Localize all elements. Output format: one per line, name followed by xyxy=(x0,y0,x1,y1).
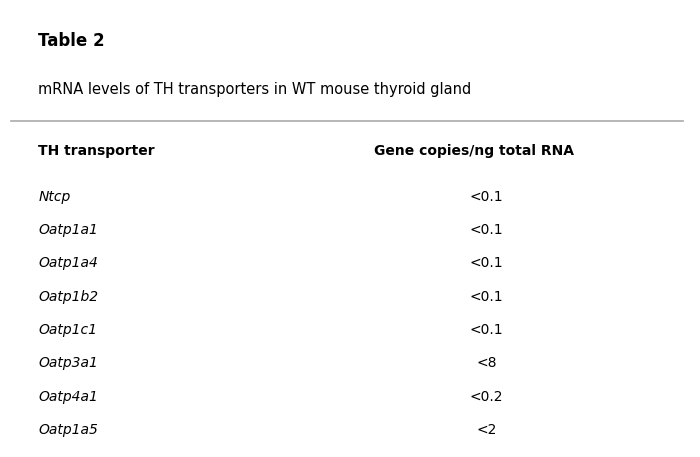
Text: Oatp1a1: Oatp1a1 xyxy=(38,223,99,237)
Text: mRNA levels of TH transporters in WT mouse thyroid gland: mRNA levels of TH transporters in WT mou… xyxy=(38,82,472,97)
Text: Oatp1a5: Oatp1a5 xyxy=(38,423,99,437)
Text: Oatp1a4: Oatp1a4 xyxy=(38,256,99,271)
Text: Ntcp: Ntcp xyxy=(38,190,71,204)
Text: Oatp3a1: Oatp3a1 xyxy=(38,356,99,371)
Text: Table 2: Table 2 xyxy=(38,32,105,50)
Text: <0.1: <0.1 xyxy=(470,256,503,271)
Text: <0.1: <0.1 xyxy=(470,290,503,304)
Text: Oatp1c1: Oatp1c1 xyxy=(38,323,97,337)
Text: <0.1: <0.1 xyxy=(470,323,503,337)
Text: <0.1: <0.1 xyxy=(470,223,503,237)
Text: Oatp4a1: Oatp4a1 xyxy=(38,390,99,404)
Text: Oatp1b2: Oatp1b2 xyxy=(38,290,99,304)
Text: <0.1: <0.1 xyxy=(470,190,503,204)
Text: <8: <8 xyxy=(476,356,497,371)
Text: <2: <2 xyxy=(476,423,497,437)
Text: <0.2: <0.2 xyxy=(470,390,503,404)
Text: TH transporter: TH transporter xyxy=(38,144,155,158)
Text: Gene copies/ng total RNA: Gene copies/ng total RNA xyxy=(374,144,574,158)
